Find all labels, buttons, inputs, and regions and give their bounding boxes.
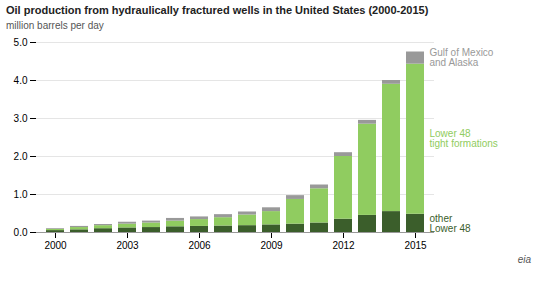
svg-text:2000: 2000 bbox=[44, 240, 67, 251]
svg-text:Lower 48tight formations: Lower 48tight formations bbox=[430, 128, 498, 149]
svg-text:2015: 2015 bbox=[404, 240, 427, 251]
svg-text:Gulf of Mexicoand Alaska: Gulf of Mexicoand Alaska bbox=[430, 47, 494, 68]
svg-text:5.0: 5.0 bbox=[14, 37, 28, 48]
html-text:million barrels per day: million barrels per day bbox=[6, 20, 104, 31]
svg-text:0.0: 0.0 bbox=[14, 227, 28, 238]
svg-text:1.0: 1.0 bbox=[14, 189, 28, 200]
svg-text:4.0: 4.0 bbox=[14, 75, 28, 86]
html-text:eia: eia bbox=[517, 254, 531, 265]
svg-text:2012: 2012 bbox=[332, 240, 355, 251]
svg-text:2006: 2006 bbox=[188, 240, 211, 251]
svg-text:2009: 2009 bbox=[260, 240, 283, 251]
svg-text:otherLower 48: otherLower 48 bbox=[430, 213, 472, 234]
svg-text:2003: 2003 bbox=[116, 240, 139, 251]
svg-text:2.0: 2.0 bbox=[14, 151, 28, 162]
svg-text:3.0: 3.0 bbox=[14, 113, 28, 124]
html-text:Oil production from hydraulica: Oil production from hydraulically fractu… bbox=[6, 4, 429, 16]
